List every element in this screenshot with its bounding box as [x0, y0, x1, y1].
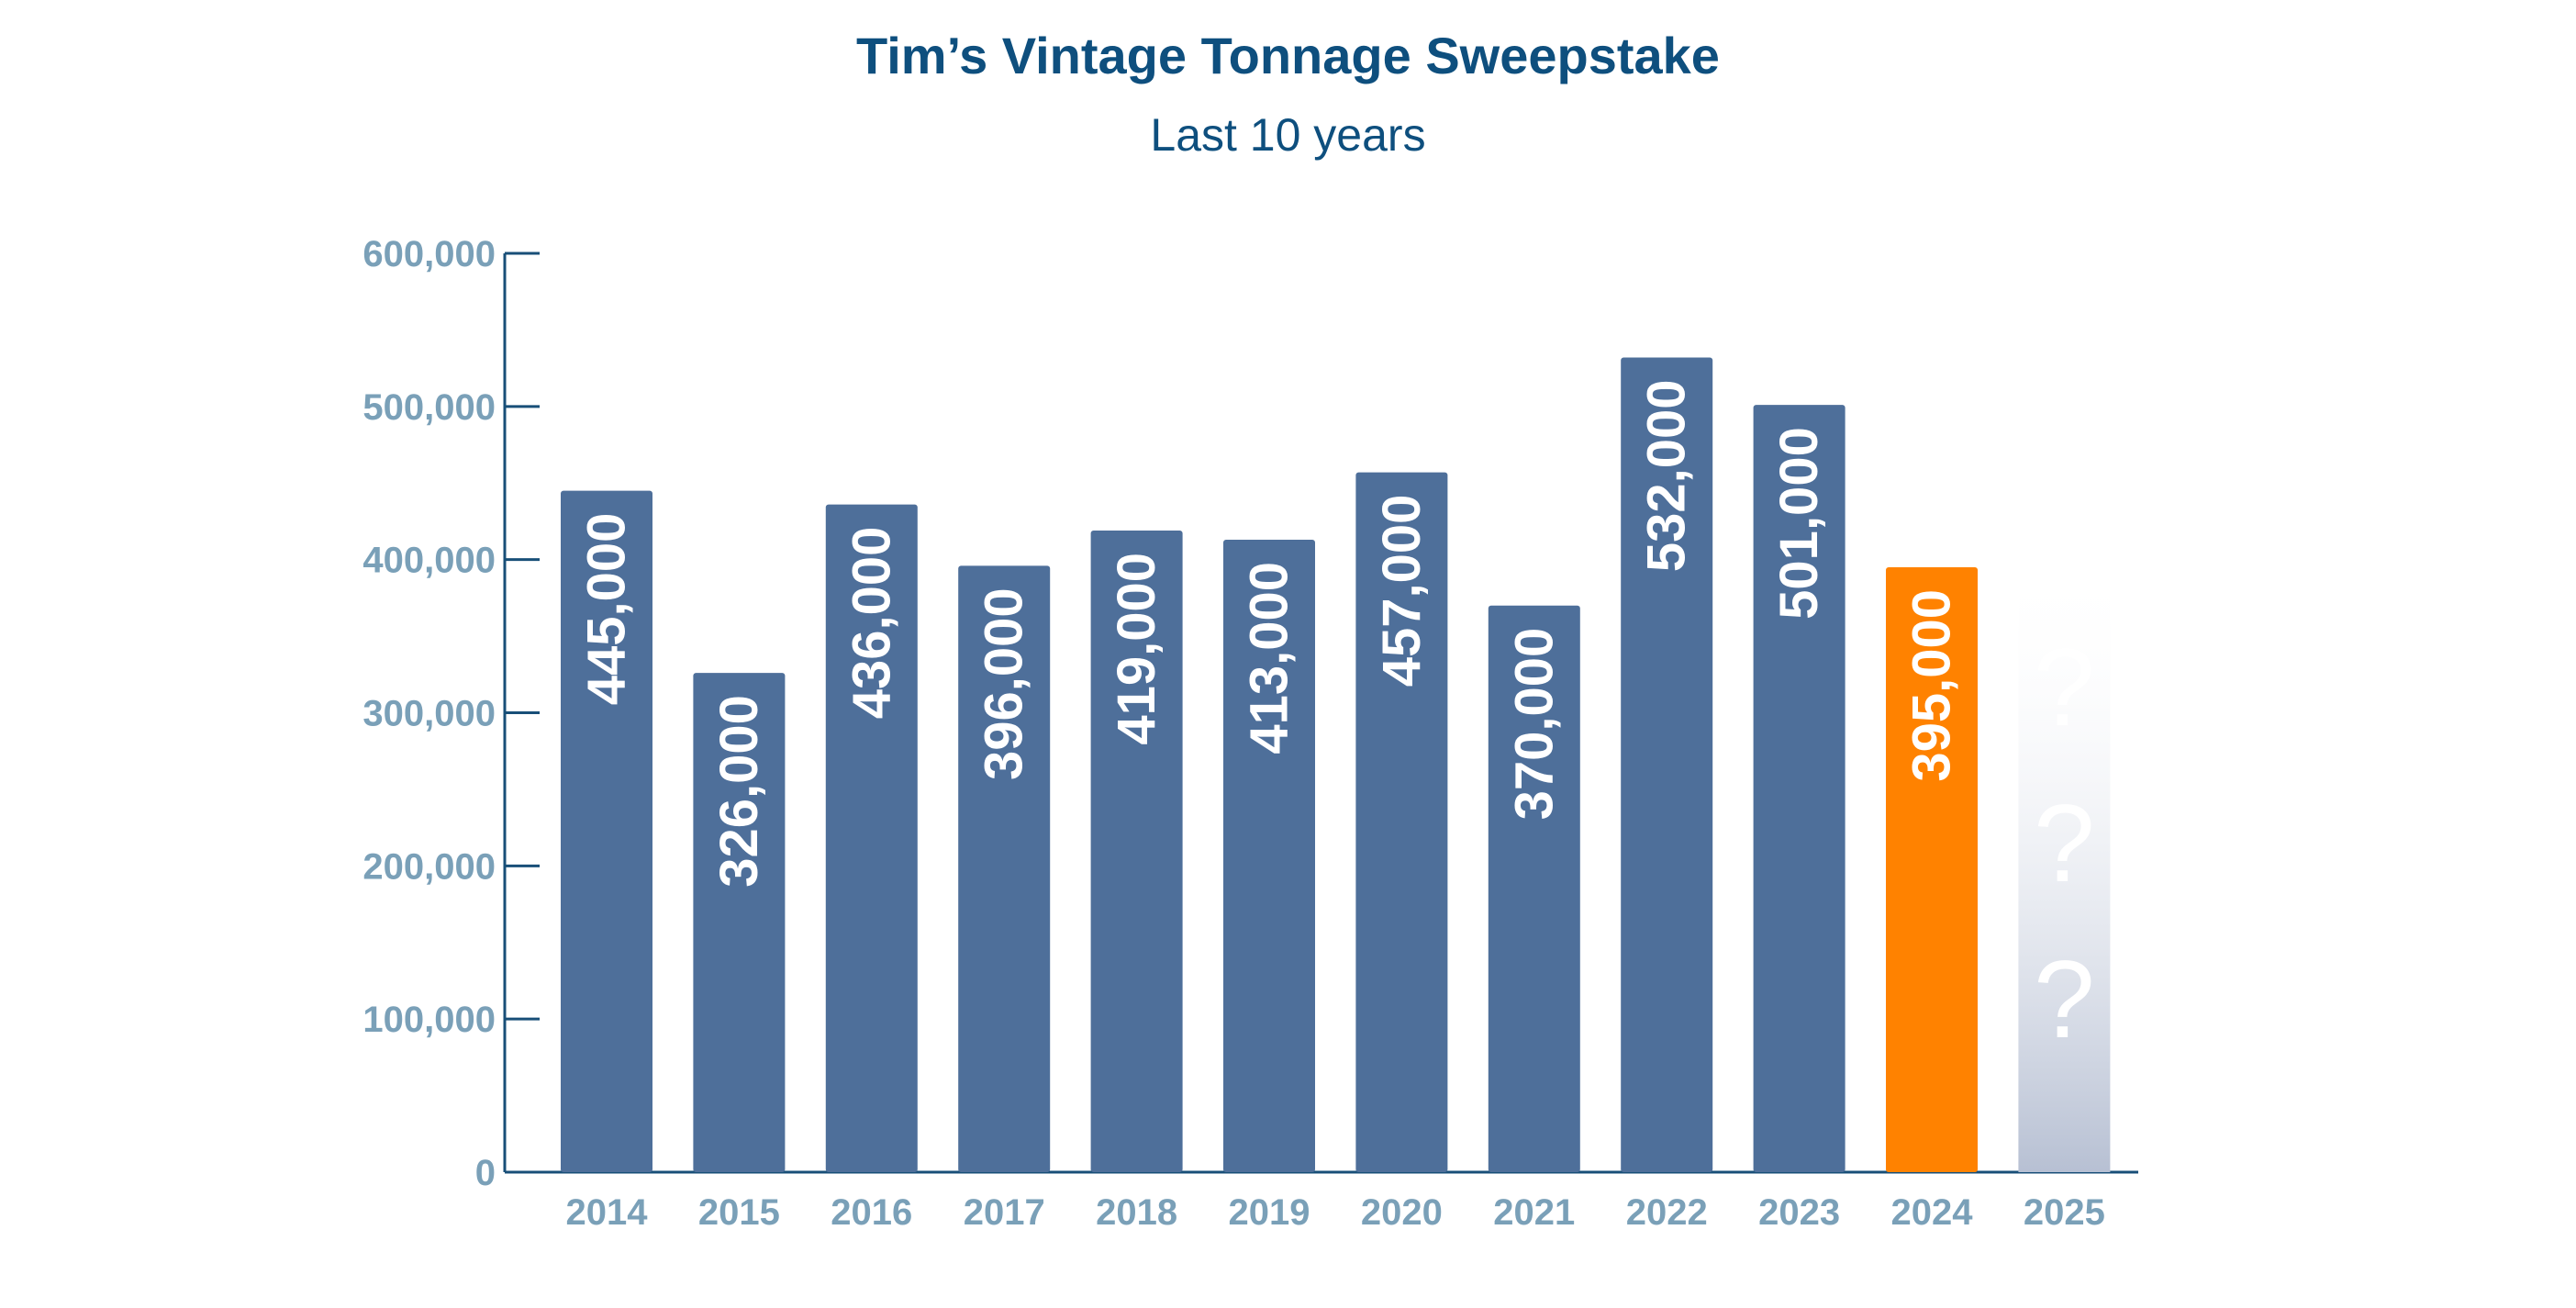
bar-value-label: 395,000	[1902, 589, 1962, 782]
bar-unknown	[2018, 559, 2111, 1172]
x-tick-label: 2015	[698, 1192, 780, 1233]
axes: 0 100,000 200,000 300,000 400,000 500,000 600,…	[362, 234, 2138, 1233]
chart-subtitle: Last 10 years	[1150, 109, 1426, 161]
bar-value-label: 413,000	[1240, 562, 1299, 755]
labels: 445,000 326,000 436,000 396,000 419,000 413,0…	[577, 379, 2095, 1061]
bar	[693, 673, 786, 1172]
x-tick-label: 2024	[1891, 1192, 1974, 1233]
question-mark: ?	[2034, 626, 2095, 749]
bar	[825, 504, 918, 1172]
bar	[1753, 405, 1846, 1172]
bar-value-label: 419,000	[1107, 553, 1166, 745]
bar	[958, 565, 1051, 1172]
bar-value-label: 370,000	[1504, 628, 1564, 821]
x-tick-label: 2017	[964, 1192, 1045, 1233]
y-tick-label: 500,000	[362, 387, 496, 428]
bar-value-label: 436,000	[842, 527, 901, 720]
bar-value-label: 457,000	[1372, 495, 1432, 688]
y-tick-label: 100,000	[362, 1000, 496, 1040]
bar	[1621, 357, 1713, 1172]
question-mark: ?	[2034, 938, 2095, 1061]
bar	[561, 490, 652, 1172]
x-tick-label: 2014	[566, 1192, 649, 1233]
bar	[1090, 530, 1183, 1172]
bars	[561, 357, 2111, 1172]
y-tick-label: 300,000	[362, 694, 496, 734]
bar-value-label: 445,000	[577, 513, 637, 706]
question-mark: ?	[2034, 782, 2095, 905]
x-tick-label: 2020	[1361, 1192, 1443, 1233]
bar	[1488, 605, 1580, 1172]
y-tick-label: 400,000	[362, 541, 496, 581]
bar-value-label: 532,000	[1637, 379, 1697, 572]
y-tick-label: 200,000	[362, 846, 496, 887]
x-tick-label: 2025	[2024, 1192, 2105, 1233]
x-tick-label: 2022	[1626, 1192, 1708, 1233]
bar-value-label: 501,000	[1769, 427, 1829, 620]
bar-value-label: 326,000	[709, 695, 769, 888]
x-tick-label: 2021	[1493, 1192, 1575, 1233]
x-tick-label: 2018	[1096, 1192, 1177, 1233]
bar-value-label: 396,000	[975, 587, 1034, 780]
x-tick-label: 2023	[1758, 1192, 1840, 1233]
chart-title: Tim’s Vintage Tonnage Sweepstake	[856, 27, 1720, 84]
bar	[1355, 472, 1448, 1172]
bar	[1223, 539, 1315, 1172]
y-tick-label: 0	[475, 1153, 496, 1193]
bar	[1886, 567, 1978, 1172]
x-tick-label: 2019	[1229, 1192, 1310, 1233]
x-tick-label: 2016	[831, 1192, 912, 1233]
y-tick-label: 600,000	[362, 234, 496, 274]
